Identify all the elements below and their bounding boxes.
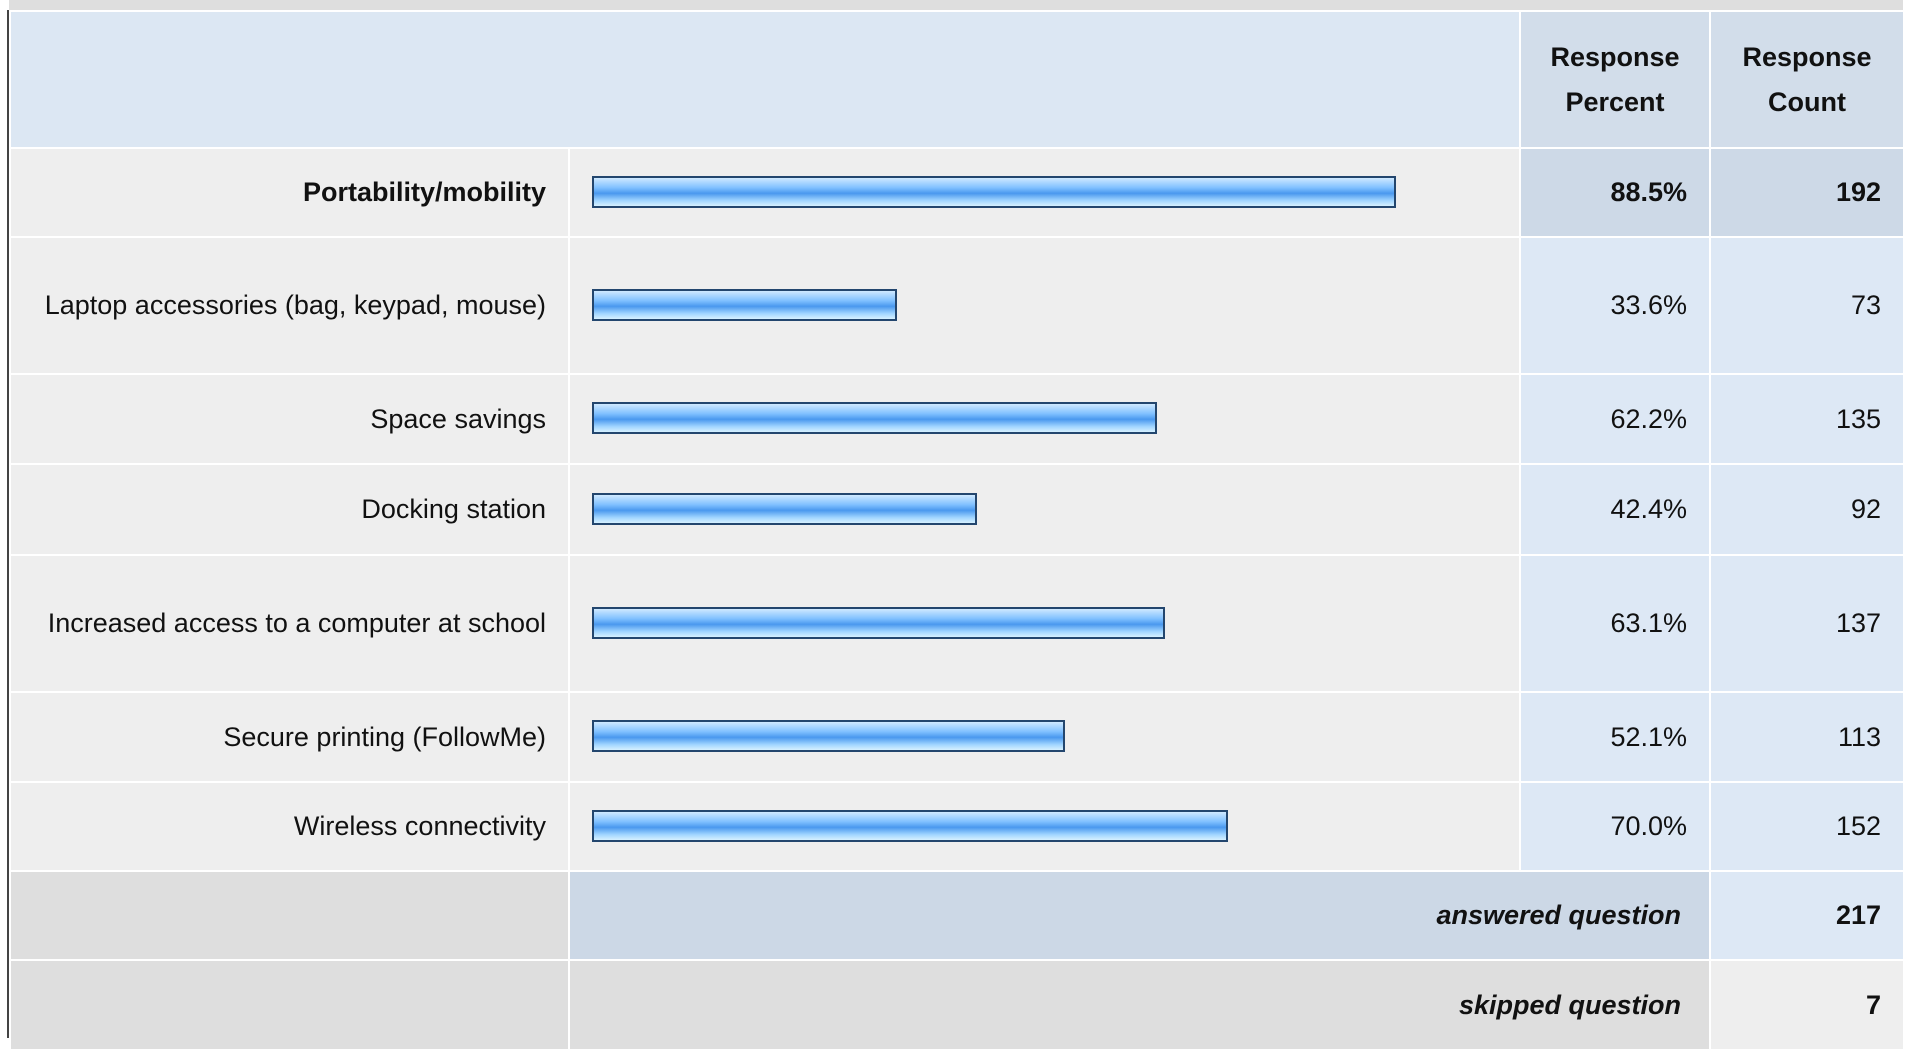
answered-row: answered question 217 — [9, 870, 1905, 961]
column-header: Response Count — [1709, 10, 1905, 149]
response-percent: 52.1% — [1519, 691, 1711, 783]
response-count: 73 — [1709, 236, 1905, 375]
skipped-row: skipped question 7 — [9, 959, 1905, 1051]
response-percent: 70.0% — [1519, 781, 1711, 872]
percent-bar — [592, 288, 898, 321]
response-count: 135 — [1709, 373, 1905, 465]
answer-row: Docking station 42.4% 92 — [9, 463, 1905, 556]
top-strip — [9, 0, 1903, 10]
column-header: Response Percent — [1519, 10, 1711, 149]
answer-label: Space savings — [9, 373, 570, 465]
answer-row: Increased access to a computer at school… — [9, 554, 1905, 693]
answer-label: Secure printing (FollowMe) — [9, 691, 570, 783]
results-panel: Response Percent Response Count Portabilit… — [7, 10, 1905, 1051]
response-count: 92 — [1709, 463, 1905, 556]
bar-cell — [568, 147, 1521, 238]
response-count: 152 — [1709, 781, 1905, 872]
bar-cell — [568, 236, 1521, 375]
percent-bar — [592, 492, 977, 525]
percent-bar — [592, 175, 1396, 208]
bar-cell — [568, 554, 1521, 693]
response-count: 113 — [1709, 691, 1905, 783]
response-percent: 62.2% — [1519, 373, 1711, 465]
bar-cell — [568, 781, 1521, 872]
answered-label: answered question — [568, 870, 1711, 961]
response-percent: 63.1% — [1519, 554, 1711, 693]
percent-bar — [592, 402, 1157, 434]
answer-row: Wireless connectivity 70.0% 152 — [9, 781, 1905, 872]
answered-count: 217 — [1709, 870, 1905, 961]
blank-cell — [9, 959, 570, 1051]
skipped-label: skipped question — [568, 959, 1711, 1051]
answer-label: Increased access to a computer at school — [9, 554, 570, 693]
answer-row: Portability/mobility 88.5% 192 — [9, 147, 1905, 238]
header-blank — [9, 10, 1521, 149]
blank-cell — [9, 870, 570, 961]
response-percent: 33.6% — [1519, 236, 1711, 375]
answer-label: Wireless connectivity — [9, 781, 570, 872]
answer-label: Laptop accessories (bag, keypad, mouse) — [9, 236, 570, 375]
response-count: 192 — [1709, 147, 1905, 238]
percent-bar — [592, 606, 1165, 639]
answer-label: Portability/mobility — [9, 147, 570, 238]
percent-bar — [592, 809, 1228, 842]
bar-cell — [568, 691, 1521, 783]
response-percent: 42.4% — [1519, 463, 1711, 556]
answer-row: Laptop accessories (bag, keypad, mouse) 3… — [9, 236, 1905, 375]
skipped-count: 7 — [1709, 959, 1905, 1051]
answer-row: Space savings 62.2% 135 — [9, 373, 1905, 465]
response-count: 137 — [1709, 554, 1905, 693]
header-row: Response Percent Response Count — [9, 10, 1905, 149]
results-table: Response Percent Response Count Portabilit… — [9, 10, 1905, 1051]
answer-row: Secure printing (FollowMe) 52.1% 113 — [9, 691, 1905, 783]
response-percent: 88.5% — [1519, 147, 1711, 238]
bar-cell — [568, 373, 1521, 465]
percent-bar — [592, 720, 1066, 752]
bar-cell — [568, 463, 1521, 556]
answer-label: Docking station — [9, 463, 570, 556]
